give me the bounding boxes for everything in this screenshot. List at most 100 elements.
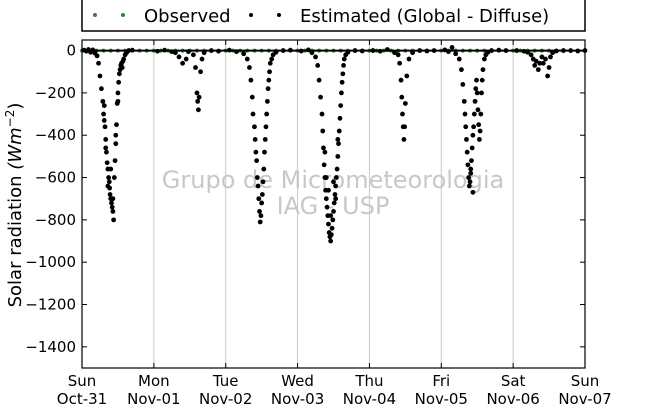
estimated-point bbox=[259, 192, 265, 197]
estimated-point bbox=[401, 137, 407, 142]
estimated-point bbox=[113, 141, 119, 147]
estimated-point bbox=[244, 56, 250, 62]
estimated-point bbox=[402, 101, 408, 106]
estimated-point bbox=[496, 47, 502, 53]
legend-label-estimated: Estimated (Global - Diffuse) bbox=[300, 6, 549, 27]
estimated-point bbox=[250, 111, 256, 117]
estimated-point bbox=[198, 69, 203, 75]
x-tick-label-date: Nov-01 bbox=[127, 390, 180, 408]
estimated-point bbox=[370, 48, 376, 53]
estimated-point bbox=[543, 56, 548, 62]
estimated-point bbox=[234, 49, 239, 55]
x-axis: SunOct-31MonNov-01TueNov-02WedNov-03ThuN… bbox=[57, 40, 612, 408]
estimated-point bbox=[328, 238, 334, 244]
estimated-point bbox=[471, 111, 477, 117]
estimated-point bbox=[107, 192, 113, 197]
estimated-point bbox=[257, 219, 263, 225]
estimated-point bbox=[155, 48, 160, 54]
estimated-point bbox=[470, 132, 476, 138]
estimated-point bbox=[352, 48, 358, 53]
estimated-point bbox=[176, 54, 182, 60]
estimated-point bbox=[384, 47, 390, 52]
estimated-point bbox=[260, 179, 266, 185]
estimated-point bbox=[328, 232, 334, 238]
estimated-point bbox=[119, 65, 125, 70]
estimated-point bbox=[532, 62, 538, 68]
estimated-point bbox=[462, 111, 468, 117]
estimated-point bbox=[99, 86, 104, 92]
estimated-point bbox=[113, 132, 119, 138]
estimated-point bbox=[392, 50, 397, 56]
estimated-point bbox=[456, 56, 462, 62]
plot-frame bbox=[81, 39, 586, 369]
estimated-point bbox=[553, 48, 559, 54]
estimated-point bbox=[216, 48, 221, 54]
estimated-point bbox=[323, 196, 329, 202]
estimated-point bbox=[331, 209, 336, 214]
y-tick-label: −1400 bbox=[25, 338, 76, 356]
x-tick-label-day: Sun bbox=[571, 372, 600, 390]
estimated-point bbox=[102, 124, 108, 130]
estimated-point bbox=[104, 160, 110, 166]
estimated-point bbox=[318, 94, 323, 100]
estimated-point bbox=[540, 60, 546, 66]
estimated-point bbox=[252, 124, 257, 130]
legend: Observed Estimated (Global - Diffuse) bbox=[81, 0, 586, 32]
legend-marker-estimated bbox=[249, 13, 253, 17]
estimated-point bbox=[464, 149, 470, 155]
estimated-point bbox=[410, 50, 415, 56]
estimated-point bbox=[208, 48, 214, 53]
x-tick-label-date: Oct-31 bbox=[57, 390, 107, 408]
estimated-point bbox=[194, 90, 200, 96]
estimated-point bbox=[537, 60, 543, 66]
estimated-point bbox=[336, 128, 342, 134]
estimated-point bbox=[112, 158, 118, 164]
x-tick-label-day: Wed bbox=[281, 372, 314, 390]
estimated-point bbox=[267, 60, 273, 66]
estimated-point bbox=[463, 124, 469, 130]
estimated-point bbox=[180, 60, 186, 66]
estimated-point bbox=[110, 209, 116, 214]
y-tick-label: −200 bbox=[35, 84, 76, 102]
estimated-point bbox=[321, 162, 327, 168]
estimated-point bbox=[377, 48, 383, 54]
estimated-point bbox=[248, 77, 254, 83]
x-tick-label-day: Sun bbox=[68, 372, 97, 390]
estimated-point bbox=[330, 217, 336, 223]
y-tick-label: −1000 bbox=[25, 253, 76, 271]
estimated-point bbox=[315, 62, 321, 68]
estimated-point bbox=[190, 52, 196, 58]
estimated-point bbox=[404, 73, 410, 79]
estimated-point bbox=[106, 175, 111, 180]
x-tick-label-day: Sat bbox=[501, 372, 526, 390]
estimated-point bbox=[321, 145, 326, 151]
estimated-point bbox=[269, 56, 275, 62]
estimated-point bbox=[474, 77, 479, 83]
estimated-point bbox=[400, 111, 405, 117]
estimated-point bbox=[333, 175, 339, 180]
estimated-point bbox=[476, 137, 482, 142]
estimated-point bbox=[472, 98, 478, 104]
estimated-point bbox=[115, 90, 121, 96]
estimated-point bbox=[514, 48, 520, 53]
estimated-point bbox=[466, 183, 472, 189]
estimated-point bbox=[110, 196, 116, 202]
estimated-point bbox=[319, 111, 325, 117]
estimated-point bbox=[550, 50, 556, 56]
estimated-point bbox=[478, 111, 484, 117]
estimated-point bbox=[471, 124, 477, 130]
estimated-point bbox=[111, 175, 117, 180]
x-tick-label-day: Tue bbox=[212, 372, 239, 390]
estimated-point bbox=[338, 103, 344, 108]
estimated-point bbox=[104, 149, 109, 155]
estimated-point bbox=[101, 118, 107, 123]
estimated-point bbox=[111, 217, 117, 223]
y-tick-label: 0 bbox=[66, 42, 76, 60]
estimated-point bbox=[101, 111, 106, 117]
estimated-point bbox=[287, 47, 293, 53]
x-tick-label-date: Nov-02 bbox=[199, 390, 252, 408]
estimated-point bbox=[469, 158, 474, 164]
legend-marker-observed-2 bbox=[121, 13, 125, 17]
estimated-point bbox=[247, 65, 252, 70]
estimated-point bbox=[185, 49, 191, 55]
